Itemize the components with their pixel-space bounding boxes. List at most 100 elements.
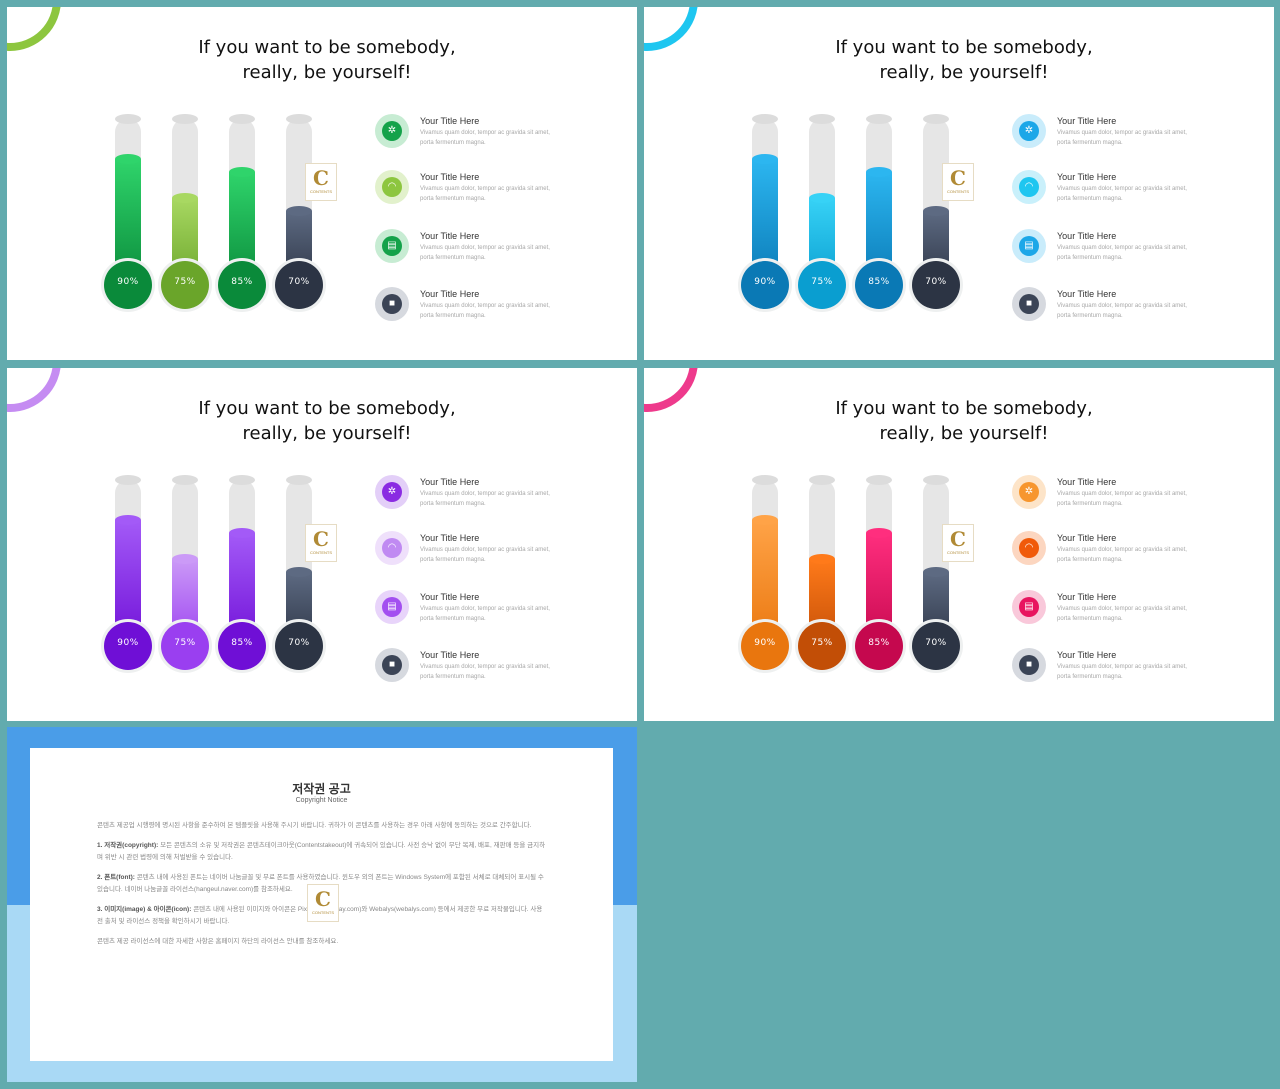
brand-logo: C CONTENTS [942,524,974,562]
tube-cap [923,114,949,124]
item-title: Your Title Here [420,172,480,182]
tube-cap [866,475,892,485]
thermometer-tube [115,475,141,650]
thermometer-bar: 85% [218,114,266,319]
slide-2: If you want to be somebody, really, be yo… [644,7,1274,360]
thermometer-bar: 70% [912,114,960,319]
fill-cap [172,554,198,564]
thermometer-bar: 75% [798,114,846,319]
tube-cap [752,475,778,485]
bar-value-label: 75% [811,277,833,287]
fill-cap [286,567,312,577]
thermometer-bar: 75% [161,114,209,319]
fill-cap [752,154,778,164]
item-title: Your Title Here [1057,533,1117,543]
tube-cap [115,114,141,124]
brand-logo: C CONTENTS [305,524,337,562]
tube-cap [229,114,255,124]
notice-paragraph-text: 콘텐츠 내에 사용된 이미지와 아이콘은 Pixabay(pixabay.com… [97,906,543,925]
icon-badge: ▤ [375,590,409,624]
item-description: Vivamus quam dolor, tempor ac gravida si… [420,186,550,202]
headline-line: If you want to be somebody, [198,398,456,419]
notice-paragraph: 콘텐츠 제공업 시행령에 명시된 사항을 준수하여 본 템플릿을 사용해 주시기… [97,820,549,832]
item-description: Vivamus quam dolor, tempor ac gravida si… [1057,130,1187,146]
notice-subtitle: Copyright Notice [295,797,348,804]
thermometer-bar: 85% [855,475,903,680]
thermometer-bulb: 75% [161,622,209,670]
lock-icon: ■ [1019,655,1039,675]
copyright-notice-slide: 저작권 공고 Copyright Notice 콘텐츠 제공업 시행령에 명시된 사… [7,727,637,1082]
tube-cap [752,114,778,124]
item-title: Your Title Here [420,477,480,487]
item-description: Vivamus quam dolor, tempor ac gravida si… [420,130,550,146]
lock-icon: ■ [1019,294,1039,314]
item-description: Vivamus quam dolor, tempor ac gravida si… [1057,245,1187,261]
icon-badge: ◠ [375,531,409,565]
notice-paragraph: 2. 폰트(font): 콘텐츠 내에 사용된 폰트는 네이버 나눔글꼴 및 무… [97,872,549,896]
list-item: ✲ Your Title Here Vivamus quam dolor, temp… [375,114,625,154]
item-description: Vivamus quam dolor, tempor ac gravida si… [1057,303,1187,319]
notice-paragraph-text: 콘텐츠 내에 사용된 폰트는 네이버 나눔글꼴 및 무료 폰트를 사용하였습니다… [97,874,544,893]
fill-cap [809,554,835,564]
thermometer-bulb: 85% [218,261,266,309]
thermometer-bar: 75% [798,475,846,680]
bar-value-label: 85% [868,638,890,648]
bar-value-label: 90% [754,277,776,287]
bar-value-label: 70% [925,277,947,287]
thermometer-bar: 85% [855,114,903,319]
item-description: Vivamus quam dolor, tempor ac gravida si… [1057,186,1187,202]
item-title: Your Title Here [1057,592,1117,602]
bar-value-label: 75% [174,277,196,287]
item-title: Your Title Here [1057,477,1117,487]
headline-line: really, be yourself! [242,423,412,444]
brand-logo: C CONTENTS [305,163,337,201]
item-description: Vivamus quam dolor, tempor ac gravida si… [1057,491,1187,507]
thermometer-bulb: 90% [741,622,789,670]
list-item: ■ Your Title Here Vivamus quam dolor, temp… [375,287,625,327]
icon-badge: ▤ [1012,590,1046,624]
item-title: Your Title Here [420,231,480,241]
thermometer-bar: 70% [275,475,323,680]
item-description: Vivamus quam dolor, tempor ac gravida si… [420,606,550,622]
thermometer-bulb: 90% [104,261,152,309]
icon-badge: ◠ [375,170,409,204]
thermometer-bar: 70% [275,114,323,319]
tube-cap [809,475,835,485]
bar-value-label: 70% [288,638,310,648]
item-description: Vivamus quam dolor, tempor ac gravida si… [1057,664,1187,680]
logo-letter: C [315,887,331,911]
wifi-icon: ◠ [382,538,402,558]
logo-letter: C [313,527,329,551]
list-item: ◠ Your Title Here Vivamus quam dolor, temp… [375,531,625,571]
fill-cap [229,528,255,538]
gear-icon: ✲ [1019,482,1039,502]
icon-badge: ✲ [1012,114,1046,148]
fill-cap [172,193,198,203]
notice-paragraph: 1. 저작권(copyright): 모든 콘텐츠의 소유 및 저작권은 콘텐츠… [97,840,549,864]
notice-paragraph-text: 콘텐츠 제공 라이선스에 대한 자세한 사항은 홈페이지 하단의 라이선스 안내… [97,938,339,945]
bar-value-label: 70% [925,638,947,648]
bar-value-label: 90% [117,277,139,287]
logo-letter: C [950,166,966,190]
item-title: Your Title Here [420,289,480,299]
thermometer-bar: 90% [104,114,152,319]
item-description: Vivamus quam dolor, tempor ac gravida si… [420,245,550,261]
slide-3: If you want to be somebody, really, be yo… [7,368,637,721]
icon-badge: ■ [1012,287,1046,321]
bar-value-label: 90% [117,638,139,648]
logo-text: CONTENTS [310,550,332,555]
thermometer-bulb: 75% [161,261,209,309]
item-title: Your Title Here [420,533,480,543]
notice-paragraph: 3. 이미지(image) & 아이콘(icon): 콘텐츠 내에 사용된 이미… [97,904,549,928]
slide-1: If you want to be somebody, really, be yo… [7,7,637,360]
notice-title: 저작권 공고 [292,782,351,796]
tube-cap [866,114,892,124]
fill-cap [752,515,778,525]
notice-paragraph: 콘텐츠 제공 라이선스에 대한 자세한 사항은 홈페이지 하단의 라이선스 안내… [97,936,549,948]
icon-badge: ▤ [1012,229,1046,263]
thermometer-bar: 90% [741,475,789,680]
lock-icon: ■ [382,294,402,314]
thermometer-bar: 90% [104,475,152,680]
icon-badge: ◠ [1012,531,1046,565]
clipboard-icon: ▤ [382,597,402,617]
